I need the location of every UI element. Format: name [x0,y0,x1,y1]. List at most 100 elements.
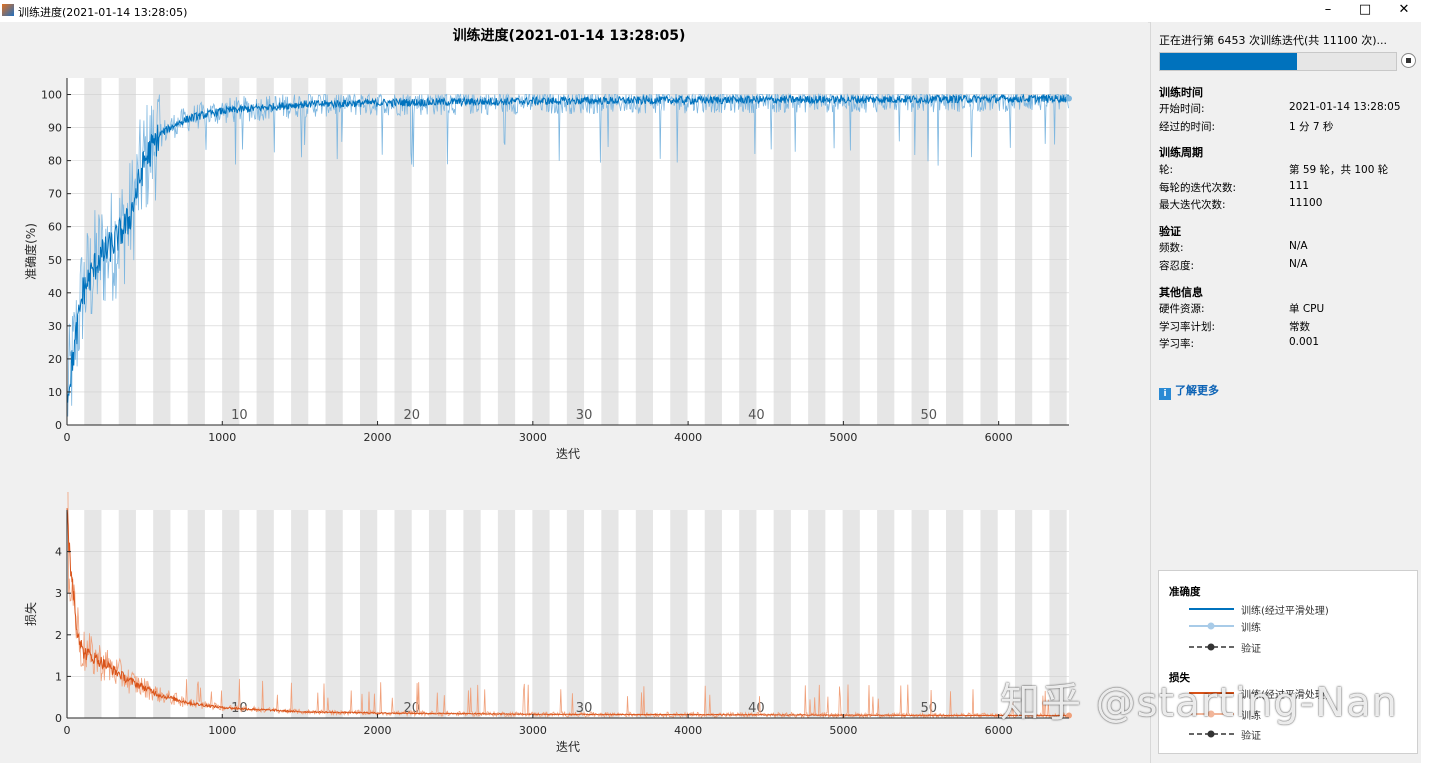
epoch-band [980,78,998,425]
epoch-label: 20 [403,408,420,423]
epoch-band [739,78,757,425]
value-frequency: N/A [1289,240,1308,252]
section-title-cycle: 训练周期 [1159,146,1203,159]
legend-loss-train: 训练 [1189,706,1389,722]
section-title-validation: 验证 [1159,225,1181,238]
last-point [1066,95,1072,102]
x-tick-label: 3000 [519,431,547,444]
learn-more-link[interactable]: i 了解更多 [1159,382,1219,400]
epoch-band [946,78,964,425]
epoch-band [670,510,688,718]
section-title-time: 训练时间 [1159,86,1203,99]
epoch-label: 10 [231,408,248,423]
label-epoch: 轮: [1159,164,1174,176]
learn-more-label: 了解更多 [1175,384,1219,397]
x-tick-label: 1000 [208,431,236,444]
epoch-band [360,510,378,718]
epoch-band [1014,510,1033,718]
epoch-band [291,78,309,425]
status-text: 正在进行第 6453 次训练迭代(共 11100 次)... [1159,34,1388,47]
y-tick-label: 50 [48,254,62,267]
legend-loss-validation: 验证 [1189,726,1389,742]
epoch-band [463,510,481,718]
y-tick-label: 4 [55,546,62,559]
epoch-band [877,510,895,718]
legend-accuracy-smoothed-label: 训练(经过平滑处理) [1241,606,1329,617]
value-max-iter: 11100 [1289,197,1323,209]
epoch-band [1014,78,1033,425]
y-tick-label: 30 [48,320,62,333]
y-tick-label: 40 [48,287,62,300]
epoch-label: 50 [921,408,938,423]
epoch-band [497,510,516,718]
y-tick-label: 60 [48,221,62,234]
window-titlebar: 训练进度(2021-01-14 13:28:05) – □ ✕ [0,0,1440,23]
epoch-band [601,78,619,425]
y-tick-label: 2 [55,629,62,642]
epoch-band [394,510,412,718]
epoch-band [704,510,722,718]
epoch-label: 40 [748,408,765,423]
epoch-band [497,78,516,425]
maximize-button[interactable]: □ [1358,2,1372,17]
x-tick-label: 2000 [364,724,392,737]
epoch-band [256,510,274,718]
value-elapsed: 1 分 7 秒 [1289,121,1334,133]
epoch-band [635,78,654,425]
legend-accuracy-title: 准确度 [1169,586,1201,598]
epoch-band [222,510,240,718]
label-frequency: 频数: [1159,242,1184,254]
label-elapsed: 经过的时间: [1159,121,1216,133]
label-patience: 容忍度: [1159,260,1195,272]
value-lr: 0.001 [1289,336,1320,348]
y-tick-label: 0 [55,419,62,432]
epoch-band [291,510,309,718]
epoch-band [808,78,826,425]
y-tick-label: 70 [48,188,62,201]
progress-fill [1160,53,1298,70]
stop-button[interactable] [1401,53,1416,68]
epoch-band [601,510,619,718]
x-tick-label: 3000 [519,724,547,737]
y-tick-label: 3 [55,587,62,600]
value-hardware: 单 CPU [1289,303,1325,315]
epoch-band [566,510,585,718]
y-axis-label: 损失 [23,602,38,626]
label-lr: 学习率: [1159,338,1195,350]
legend-loss-train-label: 训练 [1241,711,1261,722]
series-smoothed [66,93,1070,403]
progress-bar [1159,52,1397,71]
epoch-band [428,78,447,425]
epoch-band [635,510,654,718]
epoch-band [187,78,205,425]
legend-accuracy-validation-label: 验证 [1241,644,1261,655]
epoch-band [773,78,791,425]
window-title: 训练进度(2021-01-14 13:28:05) [18,6,188,19]
series-raw [66,93,1069,417]
plot-area: 训练进度(2021-01-14 13:28:05) 10 20 30 40 50 0 100… [0,22,1148,763]
y-tick-label: 0 [55,712,62,725]
minimize-button[interactable]: – [1324,2,1332,17]
legend-accuracy-smoothed: 训练(经过平滑处理) [1189,601,1389,617]
epoch-band [532,510,550,718]
epoch-band [118,510,136,718]
x-axis-label: 迭代 [556,740,580,754]
y-tick-label: 1 [55,670,62,683]
x-tick-label: 5000 [829,724,857,737]
x-tick-label: 0 [64,431,71,444]
epoch-label: 50 [921,701,938,716]
x-tick-label: 4000 [674,724,702,737]
legend-loss-title: 损失 [1169,672,1190,684]
epoch-band [360,78,378,425]
close-button[interactable]: ✕ [1398,2,1410,17]
y-tick-label: 100 [41,89,62,102]
section-title-other: 其他信息 [1159,286,1203,299]
epoch-band [670,78,688,425]
x-tick-label: 6000 [985,724,1013,737]
side-strip [1421,22,1440,763]
epoch-band [463,78,481,425]
legend-accuracy-validation: 验证 [1189,639,1389,655]
x-tick-label: 2000 [364,431,392,444]
epoch-band [187,510,205,718]
app-icon [2,4,14,16]
